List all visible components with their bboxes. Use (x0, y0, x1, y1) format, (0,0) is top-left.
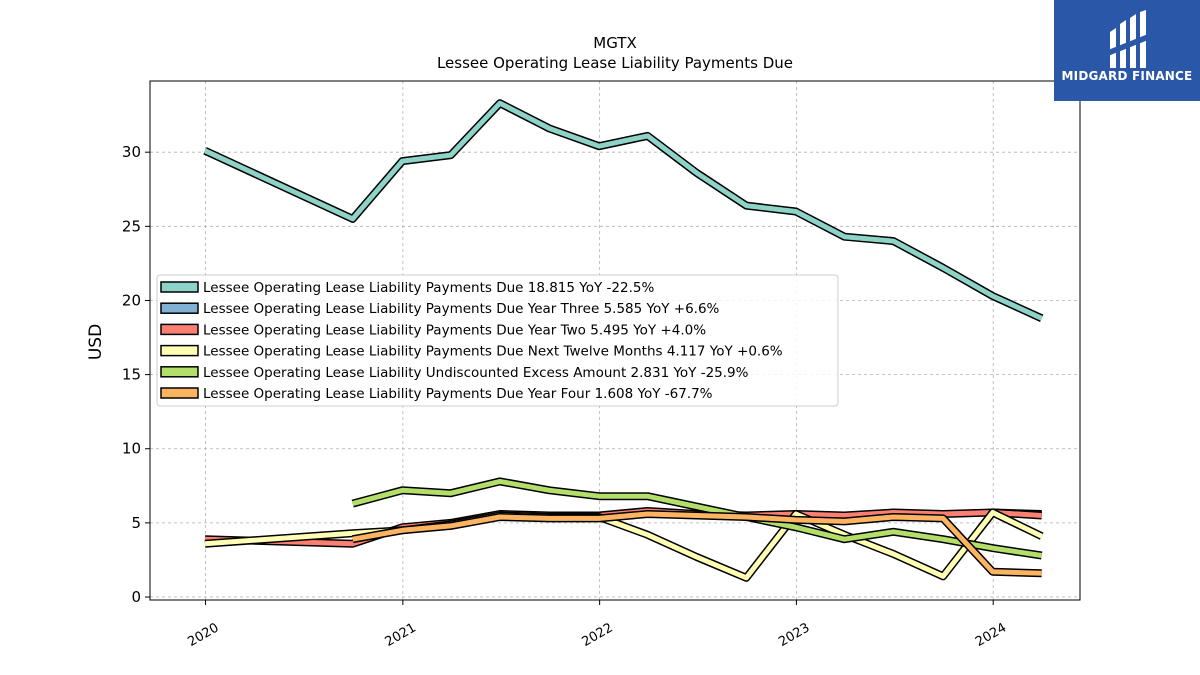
y-tick-label: 20 (122, 291, 141, 309)
y-tick-label: 15 (122, 366, 141, 384)
legend-entry: Lessee Operating Lease Liability Payment… (203, 280, 654, 296)
legend-entry: Lessee Operating Lease Liability Undisco… (203, 365, 749, 381)
legend-swatch (160, 366, 199, 378)
logo-text: MIDGARD FINANCE (1061, 69, 1193, 83)
brand-logo: MIDGARD FINANCE (1054, 0, 1200, 101)
series-line-0 (203, 99, 1044, 322)
x-tick-label: 2021 (383, 620, 419, 650)
legend-entry: Lessee Operating Lease Liability Payment… (203, 386, 713, 402)
y-tick-label: 5 (131, 514, 141, 532)
series-line-5 (351, 510, 1042, 578)
x-axis-ticks: 2020 2021 2022 2023 2024 (185, 600, 1009, 650)
legend-swatch (160, 323, 199, 336)
plot-frame (149, 80, 1081, 601)
legend-swatch (160, 344, 199, 357)
x-tick-label: 2024 (973, 620, 1009, 650)
chart-title: MGTX (593, 34, 636, 52)
x-tick-label: 2022 (579, 620, 615, 650)
series-line (203, 100, 1043, 321)
legend-box (156, 274, 839, 407)
y-tick-label: 25 (122, 217, 141, 235)
y-tick-label: 10 (122, 440, 141, 458)
chart-subtitle: Lessee Operating Lease Liability Payment… (437, 54, 793, 72)
y-axis-label: USD (86, 324, 106, 360)
x-tick-label: 2023 (776, 620, 812, 650)
x-tick-label: 2020 (185, 620, 221, 650)
y-axis-ticks: 0 5 10 15 20 25 30 (122, 143, 150, 606)
legend-entry: Lessee Operating Lease Liability Payment… (203, 301, 720, 317)
legend-swatch (160, 387, 199, 399)
y-tick-label: 0 (131, 588, 141, 606)
y-tick-label: 30 (122, 143, 141, 161)
legend-swatch (160, 281, 199, 293)
series-line-4 (351, 477, 1043, 560)
midgard-logo-icon (1108, 10, 1148, 68)
legend-entry: Lessee Operating Lease Liability Payment… (203, 344, 783, 360)
legend-swatch (160, 302, 199, 314)
legend-entry: Lessee Operating Lease Liability Payment… (203, 322, 706, 338)
legend: Lessee Operating Lease Liability Payment… (156, 274, 839, 407)
series-layer (203, 99, 1044, 582)
